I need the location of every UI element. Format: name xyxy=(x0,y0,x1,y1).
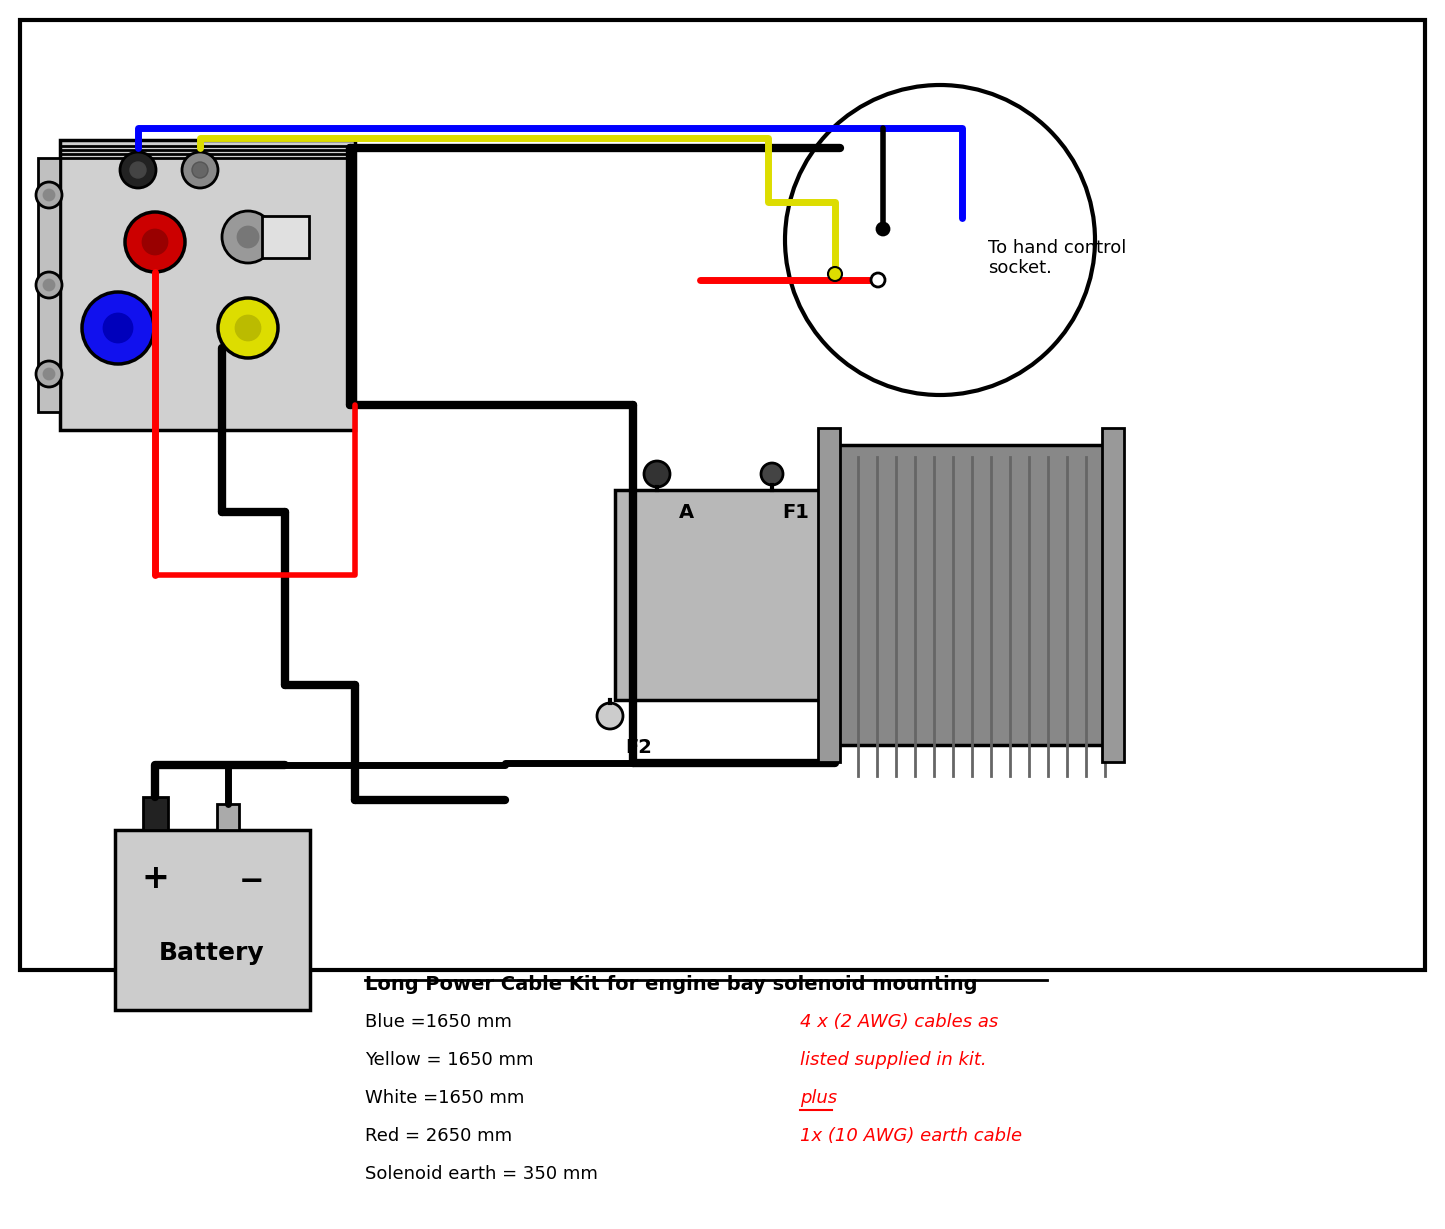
Text: plus: plus xyxy=(801,1089,837,1107)
Circle shape xyxy=(43,280,53,290)
Circle shape xyxy=(126,211,185,272)
Circle shape xyxy=(192,162,208,178)
Bar xyxy=(116,830,311,1010)
Circle shape xyxy=(236,316,260,340)
Text: F2: F2 xyxy=(626,737,652,757)
Bar xyxy=(818,428,840,762)
Circle shape xyxy=(182,152,218,188)
Circle shape xyxy=(104,313,131,342)
Circle shape xyxy=(36,361,62,387)
Bar xyxy=(61,140,355,430)
Bar xyxy=(1103,428,1124,762)
Circle shape xyxy=(43,369,53,379)
Text: 1x (10 AWG) earth cable: 1x (10 AWG) earth cable xyxy=(801,1127,1022,1145)
Text: F1: F1 xyxy=(782,503,809,522)
Text: To hand control
socket.: To hand control socket. xyxy=(988,238,1126,278)
Circle shape xyxy=(82,293,155,364)
Circle shape xyxy=(43,190,53,200)
Text: +: + xyxy=(142,862,169,895)
Circle shape xyxy=(120,152,156,188)
Circle shape xyxy=(762,463,783,485)
Text: listed supplied in kit.: listed supplied in kit. xyxy=(801,1051,987,1069)
Circle shape xyxy=(223,211,275,263)
Circle shape xyxy=(36,182,62,208)
Bar xyxy=(217,804,238,830)
Bar xyxy=(616,490,850,701)
Text: Blue =1650 mm: Blue =1650 mm xyxy=(366,1013,512,1031)
Text: −: − xyxy=(240,866,264,896)
Bar xyxy=(262,216,309,258)
Circle shape xyxy=(644,461,670,487)
Text: 4 x (2 AWG) cables as: 4 x (2 AWG) cables as xyxy=(801,1013,998,1031)
Text: Battery: Battery xyxy=(159,941,264,965)
Text: Solenoid earth = 350 mm: Solenoid earth = 350 mm xyxy=(366,1165,598,1184)
Circle shape xyxy=(877,222,889,235)
Circle shape xyxy=(218,297,277,358)
Circle shape xyxy=(130,162,146,178)
Circle shape xyxy=(871,273,884,288)
Text: Red = 2650 mm: Red = 2650 mm xyxy=(366,1127,512,1145)
Bar xyxy=(20,20,1425,970)
Text: A: A xyxy=(679,503,694,522)
Circle shape xyxy=(238,227,259,247)
Bar xyxy=(835,445,1110,745)
Circle shape xyxy=(143,230,168,254)
Circle shape xyxy=(597,703,623,729)
Text: Long Power Cable Kit for engine bay solenoid mounting: Long Power Cable Kit for engine bay sole… xyxy=(366,975,977,994)
Circle shape xyxy=(828,267,842,281)
Text: White =1650 mm: White =1650 mm xyxy=(366,1089,525,1107)
Text: Yellow = 1650 mm: Yellow = 1650 mm xyxy=(366,1051,533,1069)
Circle shape xyxy=(36,272,62,297)
Bar xyxy=(143,796,168,830)
Bar xyxy=(38,159,61,412)
